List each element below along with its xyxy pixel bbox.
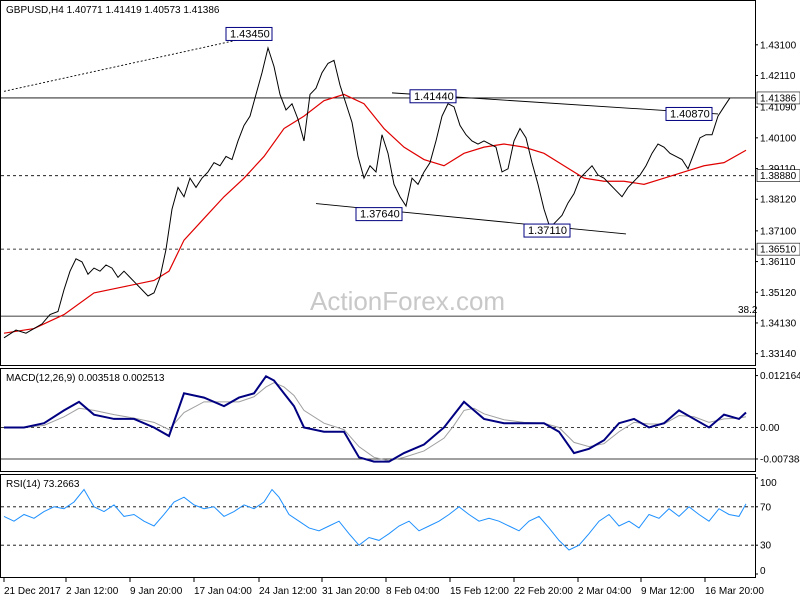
trendline	[3, 31, 273, 92]
rsi-panel: RSI(14) 73.2663 100 70 30 0	[0, 474, 777, 578]
price-annotation-box	[355, 207, 403, 222]
time-tick-label: 15 Feb 12:00	[450, 586, 509, 597]
moving-average-line	[3, 93, 747, 334]
rsi-y-tick-label: 0	[760, 566, 766, 577]
time-tick-label: 2 Jan 12:00	[66, 586, 119, 597]
macd-y-tick-label: -0.007384	[760, 454, 800, 465]
rsi-y-tick-label: 70	[760, 502, 772, 513]
level-tag	[756, 169, 800, 182]
fibonacci-level-label: 38.2	[738, 305, 758, 316]
watermark: ActionForex.com	[310, 286, 505, 316]
price-y-axis: 1.431001.421101.410901.401001.391101.381…	[755, 40, 797, 360]
rsi-line	[3, 488, 747, 551]
price-y-tick-label: 1.37100	[760, 226, 797, 237]
macd-y-tick-label: 0.012164	[760, 371, 800, 382]
time-tick-label: 22 Feb 20:00	[514, 586, 573, 597]
price-y-tick-label: 1.36110	[760, 257, 796, 268]
macd-panel: MACD(12,26,9) 0.003518 0.002513 0.012164…	[0, 368, 800, 472]
macd-main-line	[4, 374, 747, 463]
price-y-tick-label: 1.33140	[760, 349, 797, 360]
price-annotation-label: 1.43450	[230, 28, 270, 40]
price-annotation-label: 1.37110	[528, 225, 567, 237]
price-annotation-label: 1.41440	[414, 91, 454, 103]
price-annotations: 1.43450 1.41440 1.37640 1.37110 1.40870	[225, 26, 713, 238]
price-panel-frame	[0, 0, 756, 366]
price-line	[3, 46, 731, 339]
time-tick-label: 24 Jan 12:00	[259, 586, 317, 597]
price-y-tick-label: 1.43100	[760, 40, 797, 51]
time-axis: 21 Dec 2017 2 Jan 12:00 9 Jan 20:00 17 Jan …	[3, 578, 764, 597]
level-tag	[756, 242, 800, 256]
time-tick-label: 17 Jan 04:00	[194, 586, 252, 597]
macd-panel-frame	[0, 368, 756, 472]
time-tick-label: 2 Mar 04:00	[578, 586, 632, 597]
level-tag-label: 1.36510	[760, 245, 797, 256]
last-price-marker: 1.41386	[756, 91, 800, 105]
last-price-tag	[756, 91, 800, 105]
time-tick-label: 9 Mar 12:00	[641, 586, 695, 597]
price-y-tick-label: 1.35120	[760, 288, 797, 299]
time-tick-label: 21 Dec 2017	[4, 586, 61, 597]
price-y-tick-label: 1.34130	[760, 318, 797, 329]
rsi-y-tick-label: 30	[760, 541, 772, 552]
time-tick-label: 9 Jan 20:00	[130, 586, 183, 597]
price-y-tick-label: 1.38120	[760, 195, 797, 206]
price-header: GBPUSD,H4 1.40771 1.41419 1.40573 1.4138…	[6, 5, 220, 16]
rsi-y-axis: 100 70 30 0	[755, 477, 777, 577]
price-y-tick-label: 1.42110	[760, 71, 796, 82]
time-tick-label: 16 Mar 20:00	[705, 586, 764, 597]
price-panel: GBPUSD,H4 1.40771 1.41419 1.40573 1.4138…	[0, 0, 800, 366]
price-y-tick-label: 1.41090	[760, 103, 797, 114]
price-y-tick-label: 1.40100	[760, 133, 797, 144]
time-tick-label: 31 Jan 20:00	[322, 586, 380, 597]
last-price-label: 1.41386	[760, 93, 797, 104]
price-annotation-box	[665, 106, 713, 121]
price-annotation-box	[409, 89, 457, 104]
price-annotation-label: 1.37640	[360, 209, 400, 221]
level-tag-label: 1.38880	[760, 171, 797, 182]
rsi-header: RSI(14) 73.2663	[6, 479, 80, 490]
time-tick-label: 8 Feb 04:00	[386, 586, 440, 597]
price-annotation-box	[225, 26, 273, 41]
macd-header: MACD(12,26,9) 0.003518 0.002513	[6, 373, 165, 384]
price-horizontal-levels: 1.38880 1.36510 38.2	[1, 97, 800, 317]
macd-reference-lines	[1, 427, 755, 460]
price-annotation-box	[523, 223, 571, 238]
rsi-panel-frame	[0, 474, 756, 578]
macd-y-axis: 0.012164 0.00 -0.007384	[755, 371, 800, 465]
macd-y-tick-label: 0.00	[760, 423, 780, 434]
rsi-y-tick-label: 100	[760, 478, 777, 489]
price-annotation-label: 1.40870	[670, 108, 710, 120]
